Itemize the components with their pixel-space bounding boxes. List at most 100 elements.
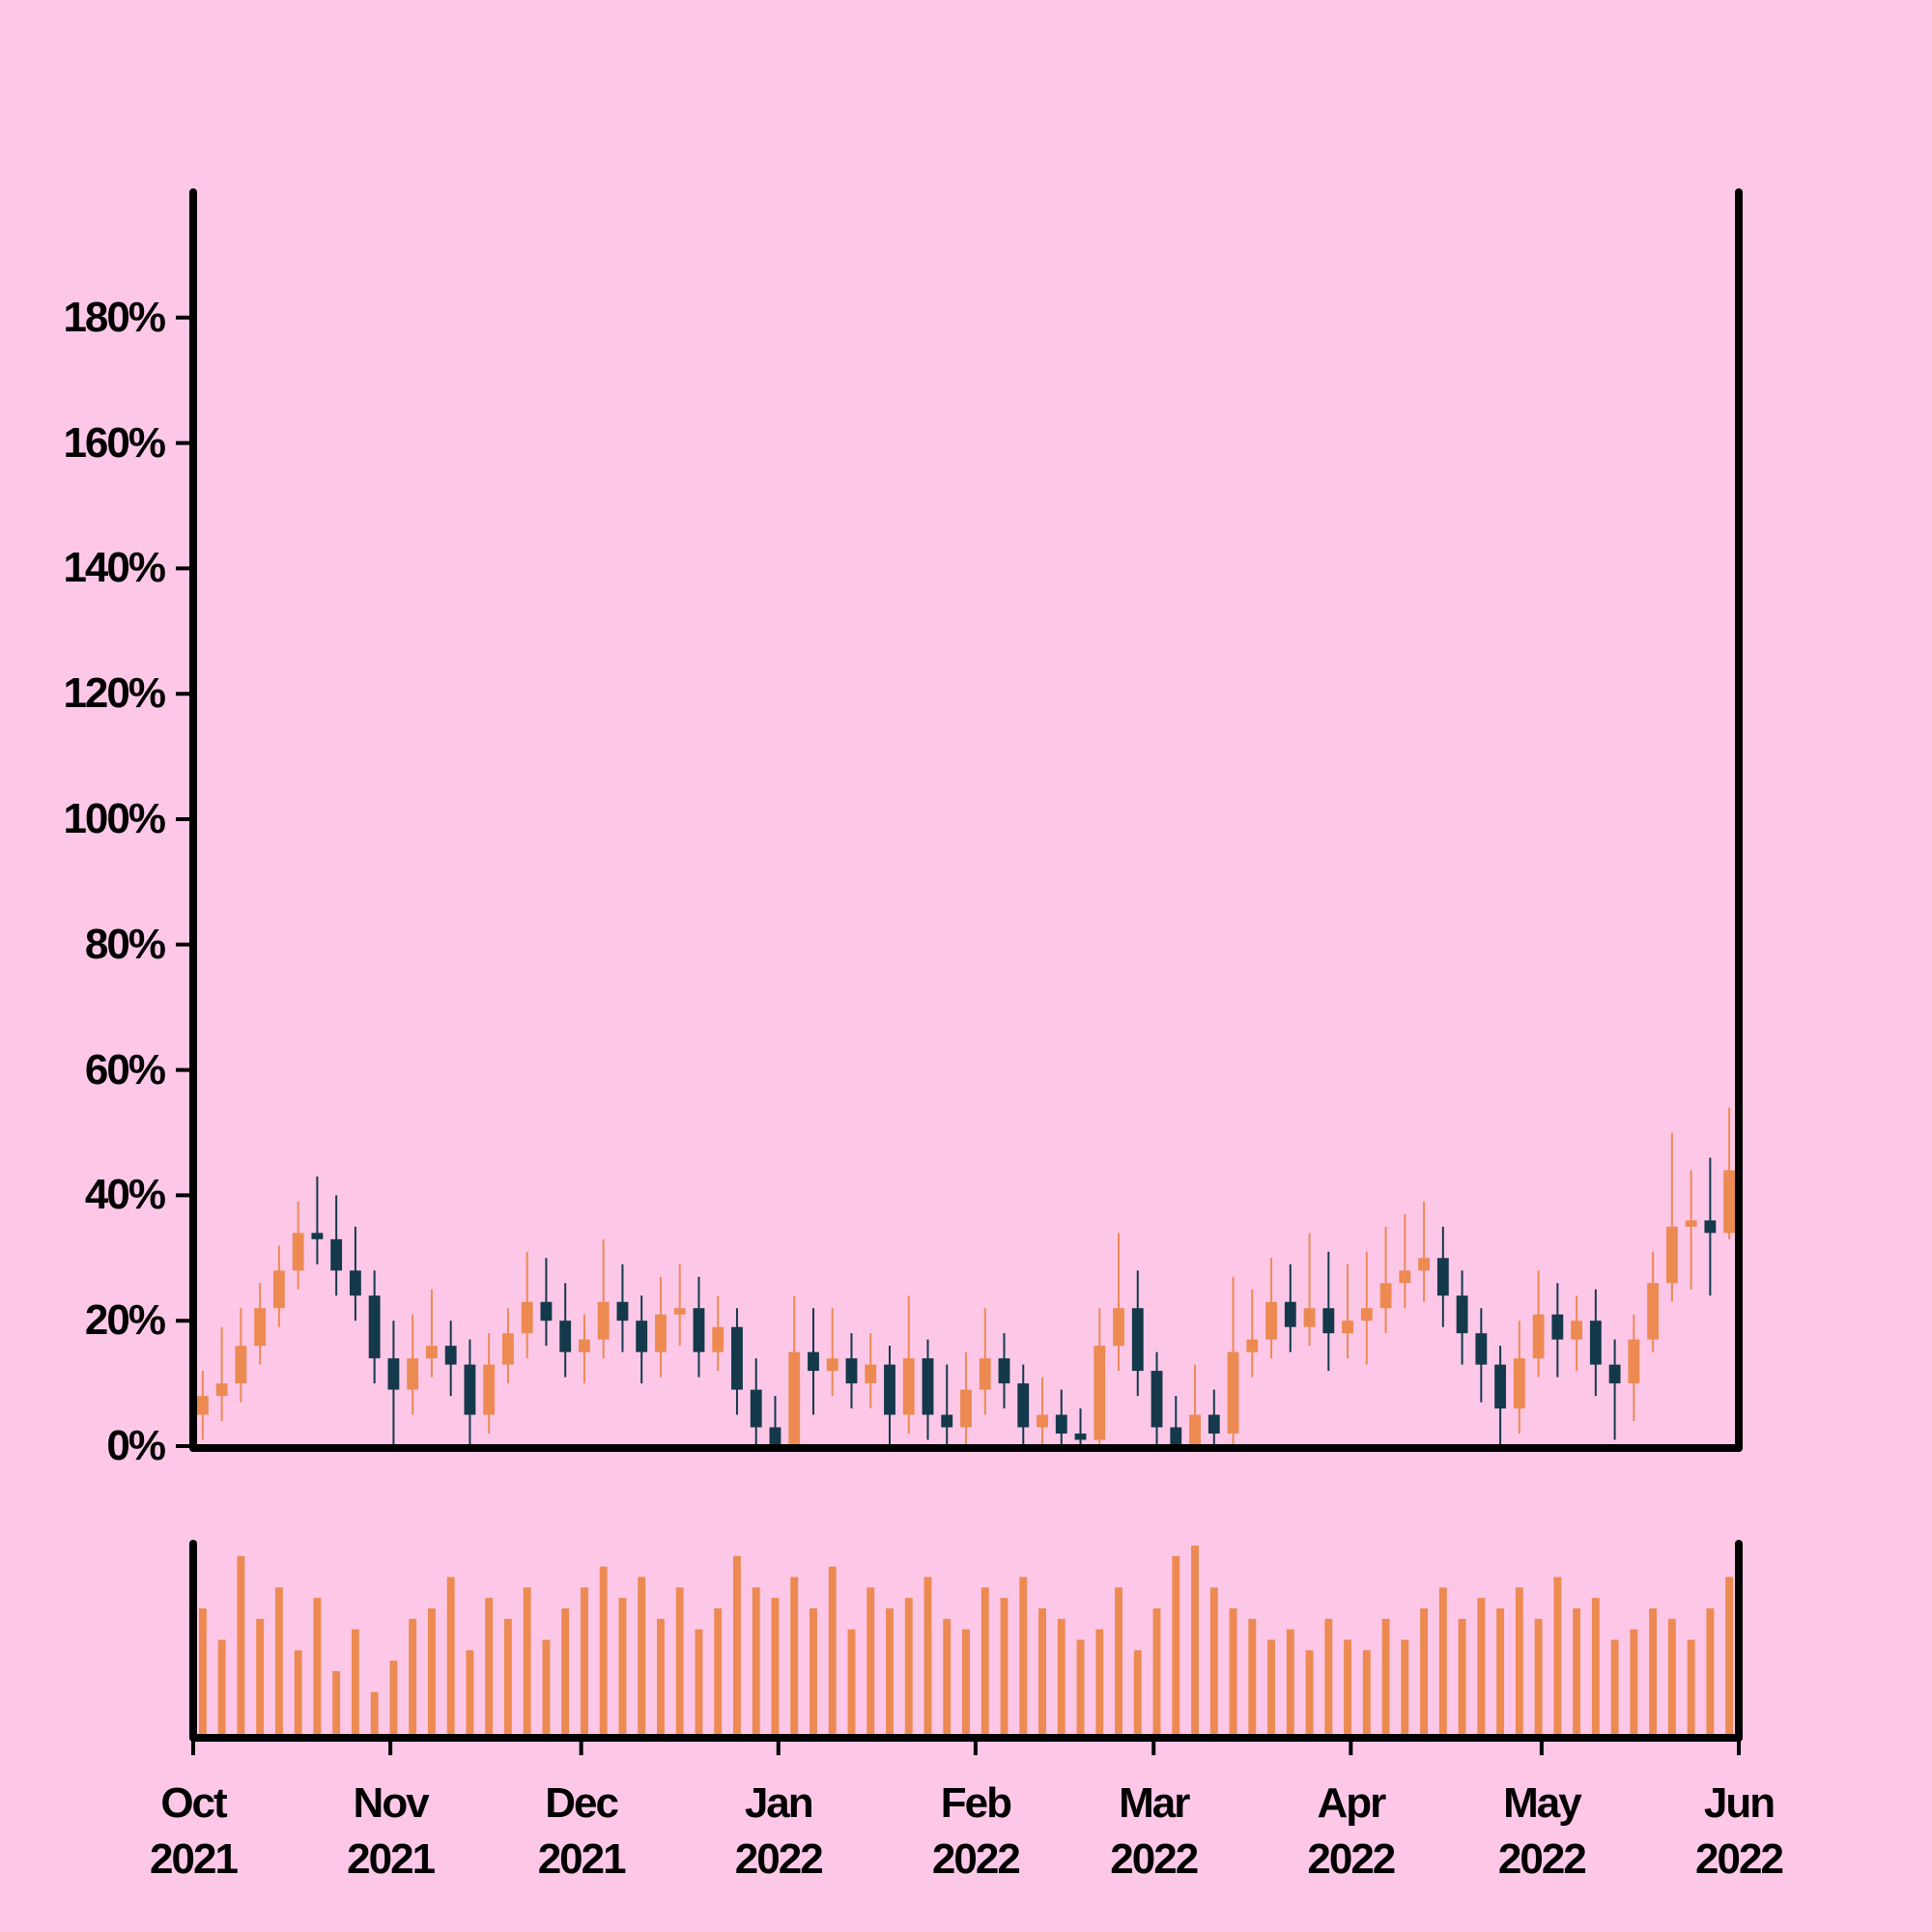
candle-body — [425, 1346, 438, 1359]
candle-body — [693, 1308, 705, 1352]
candle-body — [1665, 1226, 1678, 1284]
volume-bar — [771, 1598, 780, 1734]
candle-body — [349, 1270, 361, 1296]
volume-bar — [1667, 1618, 1676, 1734]
candle-body — [750, 1389, 762, 1428]
volume-bar — [237, 1555, 245, 1734]
volume-bar — [1191, 1546, 1199, 1734]
y-tick-label: 40% — [84, 1171, 166, 1219]
volume-bar — [1381, 1618, 1390, 1734]
volume-bar — [1286, 1629, 1294, 1734]
candle-body — [1265, 1301, 1277, 1340]
candle-body — [483, 1364, 496, 1415]
volume-bar — [675, 1587, 684, 1734]
candle-body — [884, 1364, 895, 1415]
candle-body — [272, 1270, 285, 1309]
candle-body — [196, 1396, 209, 1415]
candle-body — [368, 1295, 381, 1359]
volume-bar — [1248, 1618, 1257, 1734]
candle-body — [655, 1314, 667, 1352]
volume-bar — [1420, 1608, 1429, 1734]
candle-body — [902, 1358, 915, 1415]
volume-bar — [485, 1598, 494, 1734]
candle-body — [1589, 1321, 1602, 1365]
x-tick-label: Nov 2021 — [347, 1779, 436, 1883]
y-tick-label: 140% — [63, 544, 166, 592]
volume-bar — [1076, 1639, 1085, 1734]
candle-body — [387, 1358, 400, 1390]
candle-body — [1151, 1371, 1163, 1428]
volume-bar — [1630, 1629, 1638, 1734]
volume-bar — [409, 1618, 417, 1734]
candle-body — [1436, 1258, 1449, 1296]
volume-bar — [332, 1671, 341, 1734]
volume-bar — [657, 1618, 665, 1734]
candle-body — [597, 1301, 610, 1340]
volume-bar — [1133, 1650, 1142, 1734]
candle-body — [1246, 1339, 1259, 1352]
volume-bar — [294, 1650, 302, 1734]
candle-body — [616, 1301, 629, 1321]
x-tick-label: May 2022 — [1497, 1779, 1587, 1883]
volume-bar — [1610, 1639, 1619, 1734]
candle-body — [712, 1326, 724, 1352]
volume-bar — [1362, 1650, 1371, 1734]
candle-body — [540, 1301, 553, 1321]
y-tick-label: 100% — [63, 795, 166, 842]
candle-body — [1227, 1351, 1239, 1435]
x-tick-label: Dec 2021 — [537, 1779, 627, 1883]
candle-body — [1494, 1364, 1507, 1409]
volume-bar — [1172, 1555, 1180, 1734]
volume-bar — [1038, 1608, 1046, 1734]
candle-body — [1628, 1339, 1640, 1384]
candle-body — [1322, 1308, 1335, 1334]
candle-body — [559, 1321, 572, 1352]
volume-bar — [1553, 1577, 1562, 1734]
volume-bar — [1573, 1608, 1581, 1734]
volume-bar — [695, 1629, 703, 1734]
y-tick-label: 60% — [84, 1045, 166, 1094]
volume-bar — [886, 1608, 894, 1734]
candle-body — [865, 1364, 877, 1384]
candle-body — [1723, 1170, 1736, 1234]
volume-bar — [1095, 1629, 1104, 1734]
candle-body — [1551, 1314, 1564, 1340]
candle-body — [1399, 1270, 1411, 1284]
volume-bar — [962, 1629, 970, 1734]
volume-bar — [1115, 1587, 1122, 1734]
volume-bar — [1706, 1608, 1715, 1734]
candle-body — [235, 1346, 247, 1384]
candle-body — [1094, 1346, 1106, 1440]
candle-body — [979, 1358, 991, 1390]
candle-body — [1475, 1333, 1488, 1365]
volume-bar — [1267, 1639, 1275, 1734]
candle-body — [769, 1427, 781, 1446]
candle-body — [330, 1238, 343, 1271]
volume-bar — [638, 1577, 646, 1734]
candle-body — [1685, 1220, 1697, 1227]
x-tick-label: Apr 2022 — [1307, 1779, 1396, 1883]
volume-bar — [714, 1608, 723, 1734]
volume-bar — [1344, 1639, 1352, 1734]
volume-bar — [733, 1555, 741, 1734]
candle-body — [845, 1358, 858, 1384]
candle-body — [1170, 1427, 1182, 1446]
volume-bar — [1000, 1598, 1009, 1734]
candle-body — [1017, 1383, 1030, 1428]
y-tick-label: 180% — [63, 293, 166, 341]
candle-body — [215, 1383, 228, 1397]
volume-bar — [1229, 1608, 1237, 1734]
candle-body — [941, 1414, 953, 1428]
candle-body — [1113, 1308, 1124, 1347]
candle-body — [636, 1321, 648, 1352]
candle-body — [808, 1351, 819, 1372]
volume-bar — [561, 1608, 570, 1734]
volume-bar — [1324, 1618, 1333, 1734]
volume-bar — [1152, 1608, 1161, 1734]
volume-bar — [980, 1587, 989, 1734]
y-tick-label: 80% — [84, 920, 166, 968]
volume-bar — [790, 1577, 799, 1734]
volume-bar — [1019, 1577, 1028, 1734]
volume-bar — [1591, 1598, 1600, 1734]
